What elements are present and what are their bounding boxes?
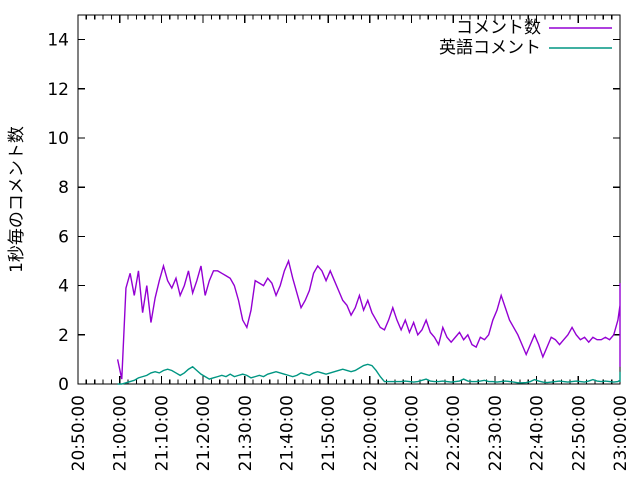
x-axis-ticks: 20:50:00 21:00:00 21:10:00 21:20:00 21:30:00… xyxy=(69,15,631,471)
series-line-comment-count xyxy=(116,258,621,380)
data-series-layer xyxy=(116,258,621,385)
y-axis-title-text: 1秒毎のコメント数 xyxy=(7,126,27,273)
y-tick-label: 0 xyxy=(58,375,69,395)
series-line-english-comments xyxy=(117,363,621,385)
y-tick-label: 8 xyxy=(58,178,69,198)
y-tick-label: 14 xyxy=(47,31,69,51)
legend-label-english-comments: 英語コメント xyxy=(439,38,541,58)
y-tick-label: 12 xyxy=(47,80,69,100)
y-tick-label: 10 xyxy=(47,129,69,149)
x-tick-label: 21:10:00 xyxy=(152,395,172,471)
x-tick-label: 21:00:00 xyxy=(111,395,131,471)
x-tick-label: 20:50:00 xyxy=(69,395,89,471)
legend-label-comment-count: コメント数 xyxy=(456,18,541,38)
x-tick-label: 22:30:00 xyxy=(486,395,506,471)
plot-frame xyxy=(77,14,621,385)
y-tick-label: 2 xyxy=(58,326,69,346)
x-tick-label: 21:50:00 xyxy=(319,395,339,471)
y-tick-label: 4 xyxy=(58,277,69,297)
x-tick-label: 23:00:00 xyxy=(611,395,631,471)
x-tick-label: 22:20:00 xyxy=(444,395,464,471)
x-tick-label: 22:50:00 xyxy=(569,395,589,471)
y-axis-ticks: 0 2 4 6 8 10 12 14 xyxy=(47,31,620,395)
x-tick-label: 21:30:00 xyxy=(236,395,256,471)
x-tick-label: 22:10:00 xyxy=(403,395,423,471)
plot-border xyxy=(77,14,621,385)
y-axis-title: 1秒毎のコメント数 xyxy=(7,126,27,273)
x-tick-label: 22:40:00 xyxy=(528,395,548,471)
x-tick-label: 22:00:00 xyxy=(361,395,381,471)
x-tick-label: 21:20:00 xyxy=(194,395,214,471)
x-tick-label: 21:40:00 xyxy=(277,395,297,471)
y-tick-label: 6 xyxy=(58,227,69,247)
